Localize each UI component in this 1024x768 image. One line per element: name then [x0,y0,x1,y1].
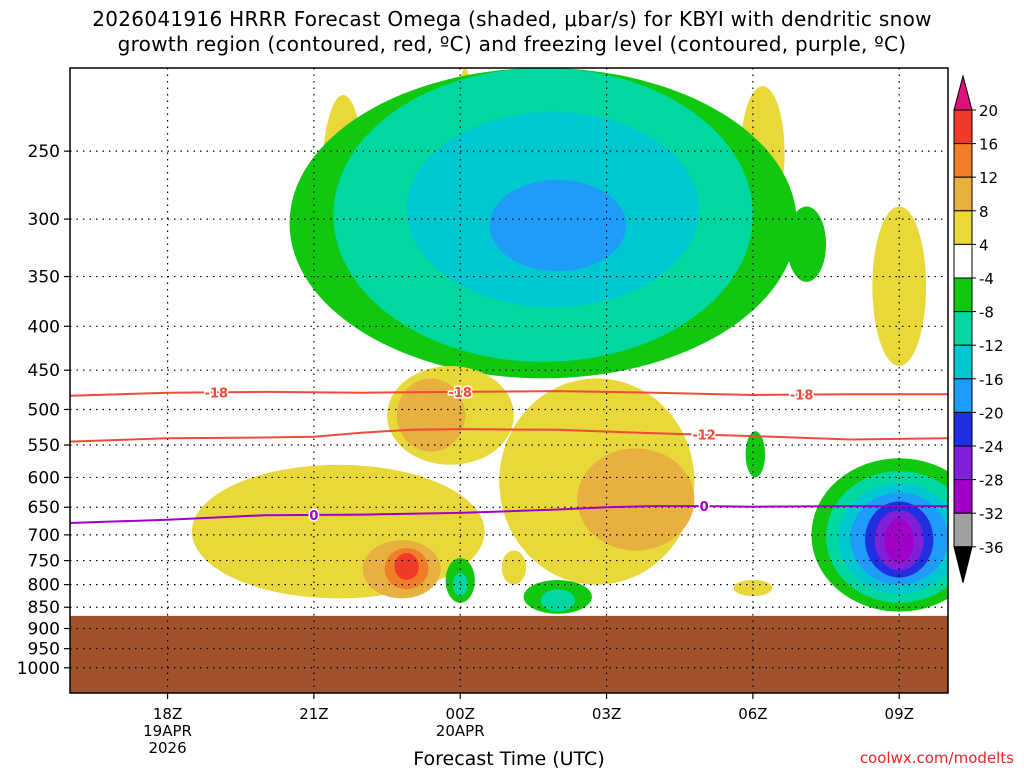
y-tick-label-550: 550 [28,436,60,456]
grid-lines [70,68,948,693]
y-tick-label-1000: 1000 [17,659,60,679]
colorbar-bin [953,445,973,481]
omega-region-6 [787,206,827,282]
omega-region-18 [394,553,419,580]
credit-link[interactable]: coolwx.com/modelts [860,749,1014,767]
contour-label--12: -12 [692,429,716,444]
colorbar-bin [953,344,973,380]
y-tick-label-450: 450 [28,361,60,381]
colorbar-label: -4 [979,270,994,288]
chart-title-line-1: 2026041916 HRRR Forecast Omega (shaded, … [92,7,932,31]
terrain-block [70,615,948,693]
y-tick-label-350: 350 [28,268,60,288]
x-tick-label-00Z: 00Z [446,705,475,723]
colorbar-bin [953,143,973,178]
colorbar-label: -32 [979,505,1004,523]
colorbar-bin [953,176,973,212]
x-tick-label-09Z: 09Z [885,705,914,723]
ground-layer [70,615,948,693]
colorbar-label: -36 [979,539,1004,557]
y-axis: 2503003504004505005506006507007508008509… [17,142,70,679]
x-axis-label: Forecast Time (UTC) [413,748,604,768]
plot-frame [69,67,949,694]
colorbar-bin [953,311,973,346]
omega-region-32 [884,518,914,564]
temperature-contours: -18 -18 -18 -12 0 0 [69,384,949,525]
colorbar: 20 16 12 8 4 -4 -8 -12 -16 -20 -24 -28 -32 -36 [953,74,1004,583]
colorbar-label: -24 [979,438,1004,456]
contour-label--18: -18 [790,389,814,404]
omega-region-15 [191,464,485,599]
colorbar-bin [953,210,973,245]
omega-region-19 [501,550,527,585]
colorbar-label: -20 [979,404,1004,422]
y-tick-label-850: 850 [28,598,60,618]
colorbar-label: 4 [979,236,989,254]
y-tick-label-900: 900 [28,620,60,640]
omega-region-14 [577,448,695,551]
colorbar-label: -8 [979,304,994,322]
colorbar-label: -12 [979,337,1004,355]
chart-title-line-2: growth region (contoured, red, ºC) and f… [117,32,907,56]
omega-region-24 [540,589,575,612]
colorbar-label: -28 [979,472,1004,490]
contour-label-0: 0 [700,500,709,515]
x-tick-sublabel: 19APR [143,722,192,740]
y-tick-label-650: 650 [28,498,60,518]
y-tick-label-950: 950 [28,640,60,660]
omega-region-12 [396,378,466,452]
y-tick-label-700: 700 [28,526,60,546]
y-tick-label-400: 400 [28,317,60,337]
contour-label--18: -18 [205,386,229,401]
colorbar-bin [953,512,973,548]
y-tick-label-750: 750 [28,552,60,572]
omega-region-10 [489,179,627,272]
colorbar-label: -16 [979,371,1004,389]
plot-area [191,68,948,614]
colorbar-bin [953,277,973,313]
colorbar-bin [953,411,973,447]
colorbar-bin [953,479,973,514]
contour-line-0 [69,505,948,524]
contour-label--18: -18 [448,386,472,401]
y-tick-label-300: 300 [28,210,60,230]
x-tick-label-06Z: 06Z [738,705,767,723]
colorbar-label: 12 [979,169,998,187]
colorbar-bottom-arrow [953,546,973,583]
contour-line--12 [69,428,949,443]
omega-region-5 [872,206,927,367]
y-tick-label-250: 250 [28,142,60,162]
contour-label-0: 0 [309,509,318,524]
x-tick-sublabel: 2026 [148,739,186,757]
y-tick-label-600: 600 [28,468,60,488]
colorbar-top-arrow [953,74,973,111]
colorbar-bin [953,109,973,145]
omega-region-25 [745,431,766,478]
colorbar-bin [953,243,973,279]
colorbar-label: 20 [979,102,998,120]
contour-line--18 [69,390,948,397]
x-tick-label-18Z: 18Z [153,705,182,723]
y-tick-label-500: 500 [28,400,60,420]
x-tick-label-03Z: 03Z [592,705,621,723]
x-tick-label-21Z: 21Z [299,705,328,723]
colorbar-label: 8 [979,203,989,221]
colorbar-bin [953,378,973,413]
y-tick-label-800: 800 [28,576,60,596]
x-tick-sublabel: 20APR [436,722,485,740]
colorbar-label: 16 [979,136,998,154]
